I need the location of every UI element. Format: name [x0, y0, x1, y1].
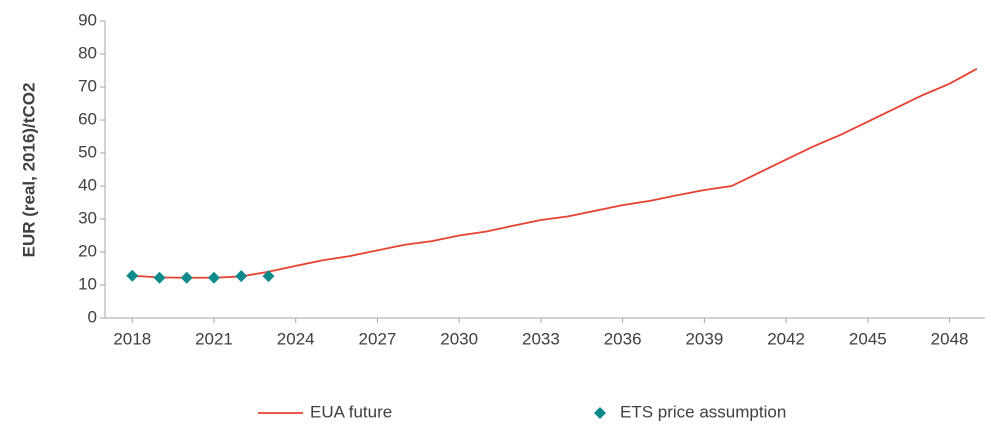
point — [262, 270, 275, 283]
x-tick-label: 2039 — [685, 329, 723, 348]
y-tick-label: 30 — [78, 208, 97, 227]
y-tick-label: 0 — [88, 307, 97, 326]
y-tick-label: 70 — [78, 76, 97, 95]
y-tick-label: 80 — [78, 43, 97, 62]
x-tick-label: 2030 — [440, 329, 478, 348]
y-tick-label: 50 — [78, 142, 97, 161]
legend-label: ETS price assumption — [620, 402, 786, 421]
point — [180, 271, 193, 284]
y-tick-label: 60 — [78, 109, 97, 128]
legend-label: EUA future — [310, 402, 392, 421]
legend-swatch — [594, 407, 606, 419]
point — [207, 271, 220, 284]
y-tick-label: 90 — [78, 10, 97, 29]
y-tick-label: 20 — [78, 241, 97, 260]
x-tick-label: 2033 — [522, 329, 560, 348]
y-tick-label: 40 — [78, 175, 97, 194]
line — [132, 68, 978, 279]
point — [153, 271, 166, 284]
y-axis-label: EUR (real, 2016)/tCO2 — [19, 83, 38, 258]
x-tick-label: 2036 — [604, 329, 642, 348]
point — [235, 270, 248, 283]
x-tick-label: 2027 — [359, 329, 397, 348]
point — [126, 269, 139, 282]
x-tick-label: 2021 — [195, 329, 233, 348]
x-tick-label: 2045 — [849, 329, 887, 348]
x-tick-label: 2042 — [767, 329, 805, 348]
y-tick-label: 10 — [78, 274, 97, 293]
x-tick-label: 2048 — [931, 329, 969, 348]
x-tick-label: 2018 — [113, 329, 151, 348]
x-tick-label: 2024 — [277, 329, 315, 348]
